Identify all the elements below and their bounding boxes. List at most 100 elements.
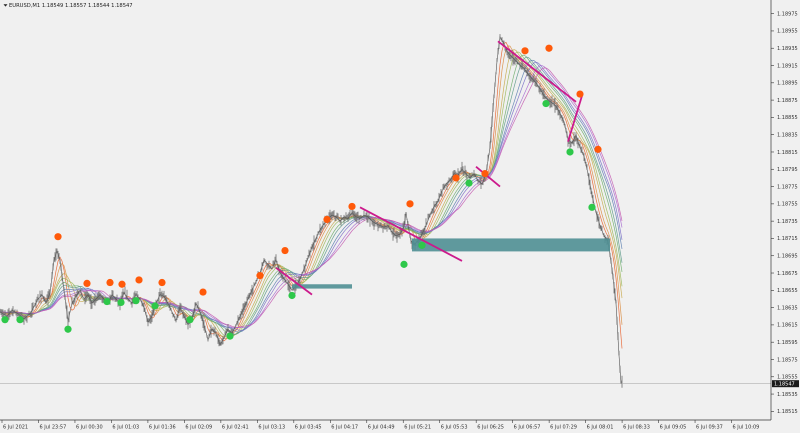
trend-line-1 [275, 267, 313, 296]
x-tick-label-14: 6 Jul 06:25 [477, 425, 504, 431]
high-marker-11 [348, 202, 356, 211]
ma-line-10 [0, 67, 623, 328]
x-tick-label-7: 6 Jul 02:41 [222, 425, 249, 431]
x-tick-label-1: 6 Jul 2021 [3, 425, 28, 431]
low-marker-6 [132, 297, 140, 305]
y-tick-label-23: 1.18535 [777, 392, 798, 398]
y-tick-label-24: 1.18515 [777, 409, 798, 415]
x-tick-label-13: 6 Jul 05:53 [441, 425, 468, 431]
x-tick-label-10: 6 Jul 04:17 [331, 425, 358, 431]
x-tick-label-6: 6 Jul 02:09 [185, 425, 212, 431]
y-tick-label-22: 1.18555 [777, 375, 798, 381]
low-marker-5 [117, 298, 125, 307]
x-tick-label-17: 6 Jul 08:01 [587, 425, 614, 431]
y-tick-label-12: 1.18755 [777, 202, 798, 208]
trend-line-2 [359, 206, 463, 262]
y-tick-label-6: 1.18875 [777, 98, 798, 104]
low-marker-15 [566, 148, 574, 156]
y-tick-label-11: 1.18775 [777, 184, 798, 190]
high-marker-14 [481, 169, 489, 178]
high-marker-18 [594, 145, 602, 153]
y-tick-label-5: 1.18895 [777, 81, 798, 87]
low-marker-9 [226, 332, 234, 340]
zone-rect-2 [412, 238, 610, 252]
low-marker-12 [418, 241, 426, 249]
y-tick-label-2: 1.18955 [777, 29, 798, 35]
x-tick-label-5: 6 Jul 01:36 [149, 425, 176, 431]
price-axis: 1.18975 1.18955 1.18935 1.18915 1.18895 1.188… [771, 11, 798, 415]
y-tick-label-14: 1.18715 [777, 236, 798, 242]
high-marker-2 [83, 279, 91, 287]
y-tick-label-21: 1.18575 [777, 357, 798, 363]
y-tick-label-4: 1.18915 [777, 63, 798, 69]
x-tick-label-19: 6 Jul 09:05 [660, 425, 687, 431]
x-tick-label-20: 6 Jul 09:37 [696, 425, 723, 431]
high-marker-4 [118, 280, 126, 288]
x-tick-label-21: 6 Jul 10:09 [733, 425, 760, 431]
high-marker-7 [199, 288, 207, 296]
x-tick-label-16: 6 Jul 07:29 [550, 425, 577, 431]
x-tick-label-11: 6 Jul 04:49 [368, 425, 395, 431]
swing-markers [1, 44, 602, 340]
ma-line-6 [0, 56, 623, 335]
chart-title-group: EURUSD,M1 1.18549 1.18557 1.18544 1.1854… [3, 3, 133, 9]
time-axis: 6 Jul 2021 6 Jul 23:57 6 Jul 00:30 6 Jul 01… [1, 420, 760, 431]
y-tick-label-17: 1.18655 [777, 288, 798, 294]
high-marker-15 [521, 47, 529, 55]
low-marker-4 [103, 297, 111, 306]
low-marker-14 [542, 99, 550, 108]
zone-rect-1 [292, 284, 352, 289]
x-tick-label-9: 6 Jul 03:45 [295, 425, 322, 431]
high-marker-12 [406, 200, 414, 208]
price-line [0, 36, 623, 384]
y-tick-label-16: 1.18675 [777, 271, 798, 277]
high-marker-1 [54, 233, 62, 241]
high-marker-9 [281, 246, 289, 255]
y-tick-label-19: 1.18615 [777, 323, 798, 329]
low-marker-10 [288, 291, 296, 300]
high-marker-8 [256, 272, 264, 280]
y-tick-label-13: 1.18735 [777, 219, 798, 225]
ma-line-9 [0, 65, 623, 329]
x-tick-label-12: 6 Jul 05:21 [404, 425, 431, 431]
trend-line-5 [567, 95, 583, 142]
x-tick-label-3: 6 Jul 00:30 [76, 425, 103, 431]
x-tick-label-8: 6 Jul 03:13 [258, 425, 285, 431]
trend-lines [275, 40, 583, 296]
high-marker-17 [576, 90, 584, 98]
y-tick-label-9: 1.18815 [777, 150, 798, 156]
price-label-box: 1.18547 [772, 380, 799, 387]
trend-line-3 [497, 40, 577, 103]
low-marker-7 [151, 302, 159, 310]
high-marker-13 [452, 174, 460, 182]
y-tick-label-15: 1.18695 [777, 254, 798, 260]
y-tick-label-10: 1.18795 [777, 167, 798, 173]
y-tick-label-7: 1.18855 [777, 115, 798, 121]
low-marker-8 [186, 316, 194, 324]
low-marker-13 [465, 179, 473, 187]
high-marker-6 [158, 278, 166, 287]
high-marker-10 [323, 215, 331, 224]
x-tick-label-15: 6 Jul 06:57 [514, 425, 541, 431]
high-marker-3 [106, 278, 114, 287]
low-marker-3 [64, 325, 72, 333]
y-tick-label-18: 1.18635 [777, 305, 798, 311]
y-tick-label-3: 1.18935 [777, 46, 798, 52]
low-marker-11 [400, 260, 408, 268]
high-marker-16 [545, 44, 553, 52]
y-tick-label-20: 1.18595 [777, 340, 798, 346]
x-tick-label-2: 6 Jul 23:57 [39, 425, 66, 431]
low-marker-16 [588, 203, 596, 211]
low-marker-1 [1, 316, 9, 324]
x-tick-label-18: 6 Jul 08:33 [623, 425, 650, 431]
current-price-label: 1.18547 [774, 381, 795, 387]
current-price-box [772, 380, 799, 388]
trend-line-4 [475, 165, 501, 188]
dropdown-triangle-icon[interactable] [3, 4, 8, 7]
high-marker-5 [135, 276, 143, 284]
supply-demand-zones [292, 238, 610, 289]
y-tick-label-1: 1.18975 [777, 11, 798, 17]
